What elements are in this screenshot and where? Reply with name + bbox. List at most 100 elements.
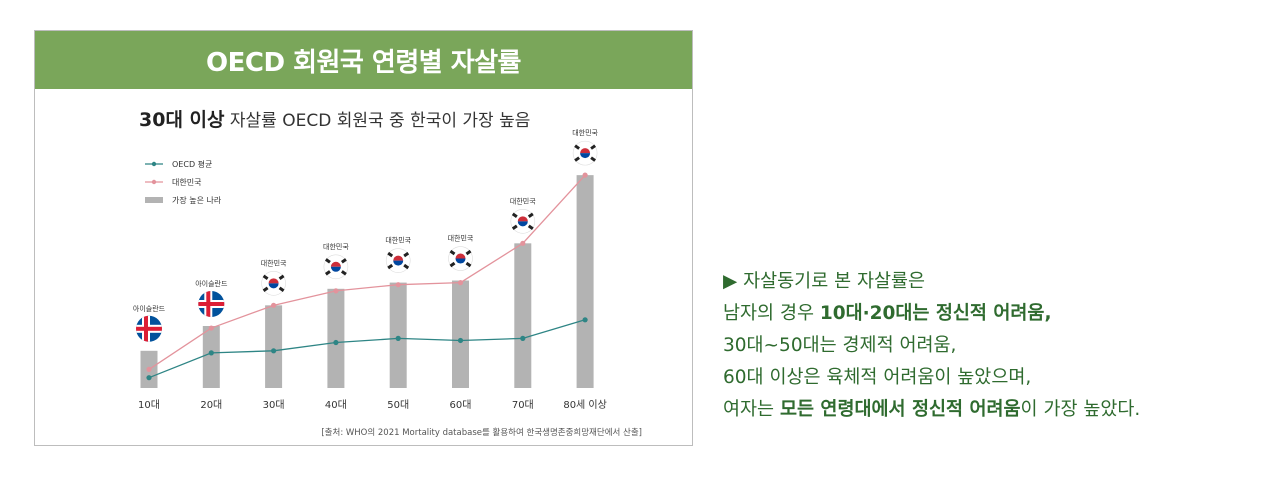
x-tick-label: 20대 [200,399,222,411]
series-0-point-4 [395,282,401,288]
trigram-0 [574,144,581,150]
bar-5 [452,280,469,388]
korea-flag-icon [572,140,598,166]
korea-flag-icon [385,248,411,273]
banner-title: OECD 회원국 연령별 자살률 [35,31,692,89]
bar-7 [576,175,594,388]
chart-headline: 30대 이상 자살률 OECD 회원국 중 한국이 가장 높음 [139,105,530,132]
country-label: 대한민국 [510,196,536,205]
legend-swatch-point [151,161,157,167]
taegeuk-blue [455,258,466,264]
taegeuk-blue [517,221,528,227]
taegeuk-blue [268,283,279,289]
summary-line-3: 30대~50대는 경제적 어려움, [723,335,957,356]
country-label: 대한민국 [572,128,598,137]
series-1-point-5 [457,337,464,344]
country-label: 대한민국 [448,234,474,243]
headline-rest: 자살률 OECD 회원국 중 한국이 가장 높음 [224,111,531,131]
bar-1 [202,326,220,388]
trigram-1 [403,251,410,258]
country-label: 대한민국 [261,258,287,267]
bar-4 [389,282,407,388]
trigram-1 [590,144,597,150]
chart-panel: OECD 회원국 연령별 자살률 30대 이상 자살률 OECD 회원국 중 한… [34,30,693,446]
series-0-point-6 [520,240,526,246]
trigram-2 [574,156,581,162]
taegeuk-blue [393,260,404,266]
summary-text: ▶ 자살동기로 본 자살률은 남자의 경우 10대·20대는 정신적 어려움, … [723,266,1140,426]
taegeuk-blue [580,153,591,159]
source-note: [출처: WHO의 2021 Mortality database를 활용하여 … [321,428,642,438]
x-tick-label: 50대 [387,399,409,411]
series-1-point-0 [146,375,152,381]
trigram-3 [590,156,597,162]
series-1-point-6 [520,335,526,341]
trigram-3 [527,224,534,230]
summary-line-2: 남자의 경우 10대·20대는 정신적 어려움, [723,298,1140,330]
trigram-0 [324,258,331,264]
taegeuk-red [455,253,466,259]
summary-line-4: 60대 이상은 육체적 어려움이 높았으며, [723,367,1032,388]
series-0-point-3 [333,288,339,294]
iceland-flag-icon [136,315,162,342]
country-label: 대한민국 [323,242,349,251]
legend-swatch-bar [145,197,163,203]
trigram-2 [387,263,394,270]
taegeuk-red [330,261,341,267]
flag-body [136,315,162,342]
country-label: 아이슬란드 [195,279,228,288]
trigram-2 [511,224,518,230]
trigram-1 [527,212,534,218]
legend-swatch-point [151,179,157,185]
summary-line-1: ▶ 자살동기로 본 자살률은 [723,271,926,292]
series-1-point-7 [582,317,588,323]
trigram-0 [262,274,269,280]
chart-svg: 10대 20대 30대 40대 50대 60대 70대 80세 이상아이슬란드아이슬란드대한민… [133,128,607,411]
korea-flag-icon [323,254,349,280]
flag-red-h [136,326,162,331]
x-tick-label: 60대 [450,399,472,411]
series-1-point-3 [333,339,339,346]
trigram-0 [449,249,456,256]
summary-line-5: 여자는 모든 연령대에서 정신적 어려움이 가장 높았다. [723,394,1140,426]
trigram-3 [340,270,347,276]
flag-red-h [198,302,225,306]
series-0-point-0 [146,366,152,372]
country-label: 아이슬란드 [133,304,166,313]
legend-label: 가장 높은 나라 [172,195,222,205]
series-0-point-7 [582,172,588,178]
taegeuk-blue [330,266,341,272]
flag-body [198,291,225,317]
bar-3 [327,288,345,388]
series-1-point-1 [208,350,214,356]
taegeuk-red [517,216,528,222]
taegeuk-red [580,148,591,154]
flag-red-v [206,291,211,317]
trigram-1 [465,249,472,256]
x-tick-label: 10대 [138,399,160,411]
trigram-3 [465,261,472,268]
trigram-2 [324,270,331,276]
bar-6 [514,243,532,388]
trigram-0 [387,251,394,258]
taegeuk-red [268,278,279,284]
summary-line-2-bold: 10대·20대는 정신적 어려움, [819,303,1052,324]
trigram-1 [340,258,347,264]
x-tick-label: 70대 [512,399,534,411]
country-label: 대한민국 [385,236,411,245]
korea-flag-icon [261,271,286,296]
trigram-3 [403,263,410,270]
summary-line-2-pre: 남자의 경우 [723,303,820,324]
series-line-0 [148,174,586,370]
flag-red-v [144,315,148,342]
series-0-point-1 [208,325,214,331]
x-tick-label: 40대 [325,399,347,411]
series-1-point-4 [395,335,401,341]
series-line-1 [148,319,586,379]
bar-2 [265,305,283,388]
series-0-point-5 [457,280,464,286]
series-0-point-2 [271,302,277,308]
trigram-0 [511,212,518,218]
korea-flag-icon [448,246,473,271]
